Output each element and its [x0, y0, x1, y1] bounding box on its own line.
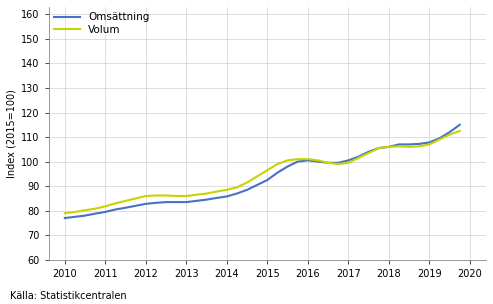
- Line: Omsättning: Omsättning: [65, 125, 460, 218]
- Omsättning: [143, 202, 149, 206]
- Line: Volum: Volum: [65, 131, 460, 213]
- Omsättning: [325, 161, 331, 165]
- Omsättning: [416, 142, 422, 146]
- Omsättning: [214, 196, 220, 200]
- Volum: [72, 210, 78, 214]
- Volum: [346, 161, 352, 165]
- Volum: [426, 143, 432, 146]
- Volum: [386, 145, 392, 149]
- Volum: [264, 168, 270, 172]
- Omsättning: [254, 183, 260, 187]
- Text: Källa: Statistikcentralen: Källa: Statistikcentralen: [10, 291, 127, 301]
- Volum: [62, 211, 68, 215]
- Volum: [366, 151, 372, 155]
- Omsättning: [234, 192, 240, 195]
- Omsättning: [386, 145, 392, 149]
- Volum: [305, 157, 311, 161]
- Omsättning: [72, 215, 78, 219]
- Volum: [183, 194, 189, 198]
- Volum: [153, 194, 159, 197]
- Omsättning: [163, 200, 169, 204]
- Volum: [355, 156, 361, 160]
- Omsättning: [82, 214, 88, 217]
- Omsättning: [244, 188, 250, 192]
- Volum: [244, 181, 250, 184]
- Y-axis label: Index (2015=100): Index (2015=100): [7, 89, 17, 178]
- Volum: [295, 157, 301, 161]
- Volum: [214, 190, 220, 193]
- Volum: [82, 208, 88, 212]
- Omsättning: [133, 204, 139, 208]
- Volum: [275, 162, 281, 166]
- Legend: Omsättning, Volum: Omsättning, Volum: [52, 10, 152, 37]
- Volum: [204, 192, 210, 195]
- Volum: [92, 207, 98, 211]
- Volum: [376, 146, 382, 150]
- Omsättning: [183, 200, 189, 204]
- Omsättning: [315, 160, 321, 164]
- Omsättning: [275, 171, 281, 174]
- Omsättning: [436, 136, 442, 140]
- Volum: [194, 193, 200, 197]
- Volum: [447, 133, 453, 136]
- Volum: [315, 159, 321, 162]
- Omsättning: [92, 212, 98, 216]
- Omsättning: [123, 206, 129, 209]
- Omsättning: [406, 143, 412, 146]
- Omsättning: [346, 159, 352, 162]
- Omsättning: [204, 198, 210, 202]
- Omsättning: [153, 201, 159, 205]
- Omsättning: [62, 216, 68, 220]
- Volum: [163, 194, 169, 197]
- Volum: [234, 185, 240, 189]
- Volum: [335, 162, 341, 166]
- Volum: [123, 199, 129, 203]
- Volum: [416, 145, 422, 148]
- Omsättning: [355, 155, 361, 158]
- Omsättning: [457, 123, 463, 126]
- Volum: [254, 174, 260, 178]
- Volum: [112, 202, 118, 205]
- Volum: [173, 194, 179, 198]
- Volum: [103, 205, 108, 208]
- Omsättning: [335, 161, 341, 165]
- Omsättning: [447, 130, 453, 134]
- Omsättning: [396, 143, 402, 146]
- Omsättning: [173, 200, 179, 204]
- Volum: [325, 161, 331, 165]
- Volum: [133, 197, 139, 200]
- Omsättning: [194, 199, 200, 203]
- Volum: [396, 145, 402, 148]
- Omsättning: [305, 159, 311, 162]
- Omsättning: [295, 160, 301, 164]
- Omsättning: [103, 210, 108, 214]
- Volum: [284, 159, 290, 162]
- Volum: [436, 138, 442, 141]
- Omsättning: [284, 165, 290, 168]
- Volum: [224, 188, 230, 192]
- Omsättning: [376, 146, 382, 150]
- Omsättning: [426, 141, 432, 144]
- Volum: [143, 194, 149, 198]
- Volum: [406, 145, 412, 149]
- Omsättning: [224, 195, 230, 198]
- Volum: [457, 129, 463, 133]
- Omsättning: [366, 150, 372, 154]
- Omsättning: [112, 208, 118, 211]
- Omsättning: [264, 178, 270, 182]
